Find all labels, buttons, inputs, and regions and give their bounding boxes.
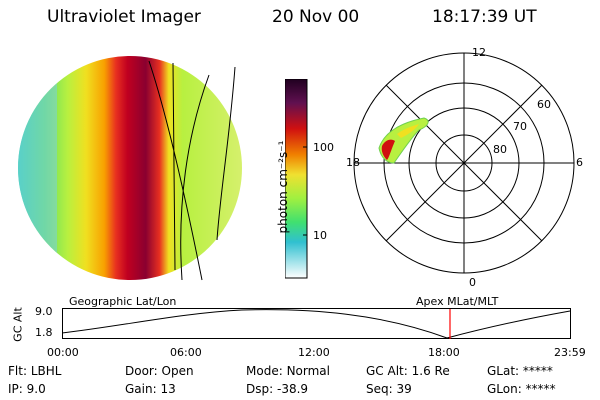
- timeline-x-tick-2: 12:00: [298, 346, 330, 359]
- polar-mlt-6: 6: [576, 156, 583, 169]
- timeline-left-title: Geographic Lat/Lon: [69, 295, 177, 308]
- status-flt: Flt: LBHL: [8, 364, 62, 378]
- polar-plot: [353, 52, 575, 274]
- status-dsp: Dsp: -38.9: [246, 382, 309, 396]
- status-door: Door: Open: [125, 364, 194, 378]
- status-mode: Mode: Normal: [246, 364, 330, 378]
- polar-mlt-18: 18: [346, 156, 360, 169]
- polar-mlt-12: 12: [472, 46, 486, 59]
- uv-image-disk: [18, 56, 242, 281]
- status-gain: Gain: 13: [125, 382, 176, 396]
- colorbar-tick-100: 100: [313, 141, 334, 154]
- polar-mlt-0: 0: [469, 276, 476, 289]
- colorbar-tick-10: 10: [313, 229, 327, 242]
- status-glon: GLon: *****: [487, 382, 556, 396]
- colorbar: [285, 79, 308, 279]
- timeline-x-tick-4: 23:59: [554, 346, 586, 359]
- timeline-x-tick-3: 18:00: [428, 346, 460, 359]
- colorbar-unit-label: photon cm⁻²s⁻¹: [276, 140, 290, 234]
- header-date: 20 Nov 00: [272, 7, 360, 27]
- timeline-x-tick-1: 06:00: [170, 346, 202, 359]
- altitude-timeline: [62, 308, 571, 339]
- polar-lat-70: 70: [513, 120, 527, 133]
- timeline-y-tick-top: 9.0: [35, 305, 53, 318]
- status-ip: IP: 9.0: [8, 382, 46, 396]
- instrument-title: Ultraviolet Imager: [47, 7, 201, 27]
- timeline-right-title: Apex MLat/MLT: [416, 295, 499, 308]
- status-seq: Seq: 39: [366, 382, 412, 396]
- timeline-y-tick-bottom: 1.8: [35, 326, 53, 339]
- status-gc-alt: GC Alt: 1.6 Re: [366, 364, 450, 378]
- timeline-y-axis-label: GC Alt: [11, 307, 25, 342]
- status-glat: GLat: *****: [487, 364, 553, 378]
- timeline-x-tick-0: 00:00: [47, 346, 79, 359]
- header-time: 18:17:39 UT: [432, 7, 537, 27]
- polar-lat-60: 60: [537, 98, 551, 111]
- polar-lat-80: 80: [493, 143, 507, 156]
